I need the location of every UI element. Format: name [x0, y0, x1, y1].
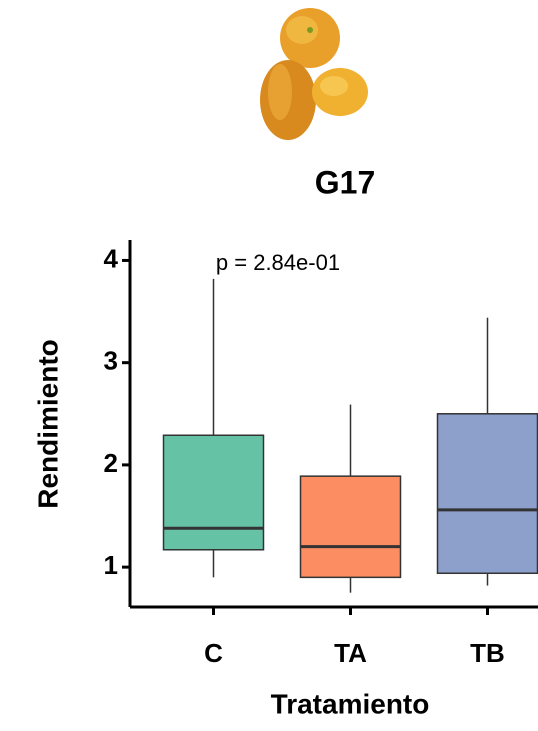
y-axis-label: Rendimiento [32, 339, 63, 509]
y-tick-label: 4 [104, 243, 119, 273]
x-tick-label: TA [334, 638, 367, 668]
chart-title: G17 [315, 164, 375, 200]
pepper-image [260, 8, 368, 140]
y-tick-label: 3 [104, 346, 118, 376]
chart: G17 p = 2.84e-01 Rendimiento Tratamiento… [0, 0, 538, 731]
x-tick-label: TB [470, 638, 505, 668]
box [164, 435, 264, 549]
box [438, 414, 538, 573]
x-axis-label: Tratamiento [271, 688, 430, 719]
y-tick-label: 1 [104, 550, 118, 580]
box [301, 476, 401, 577]
annotation: p = 2.84e-01 [216, 250, 340, 275]
x-tick-label: C [204, 638, 223, 668]
y-tick-label: 2 [104, 448, 118, 478]
